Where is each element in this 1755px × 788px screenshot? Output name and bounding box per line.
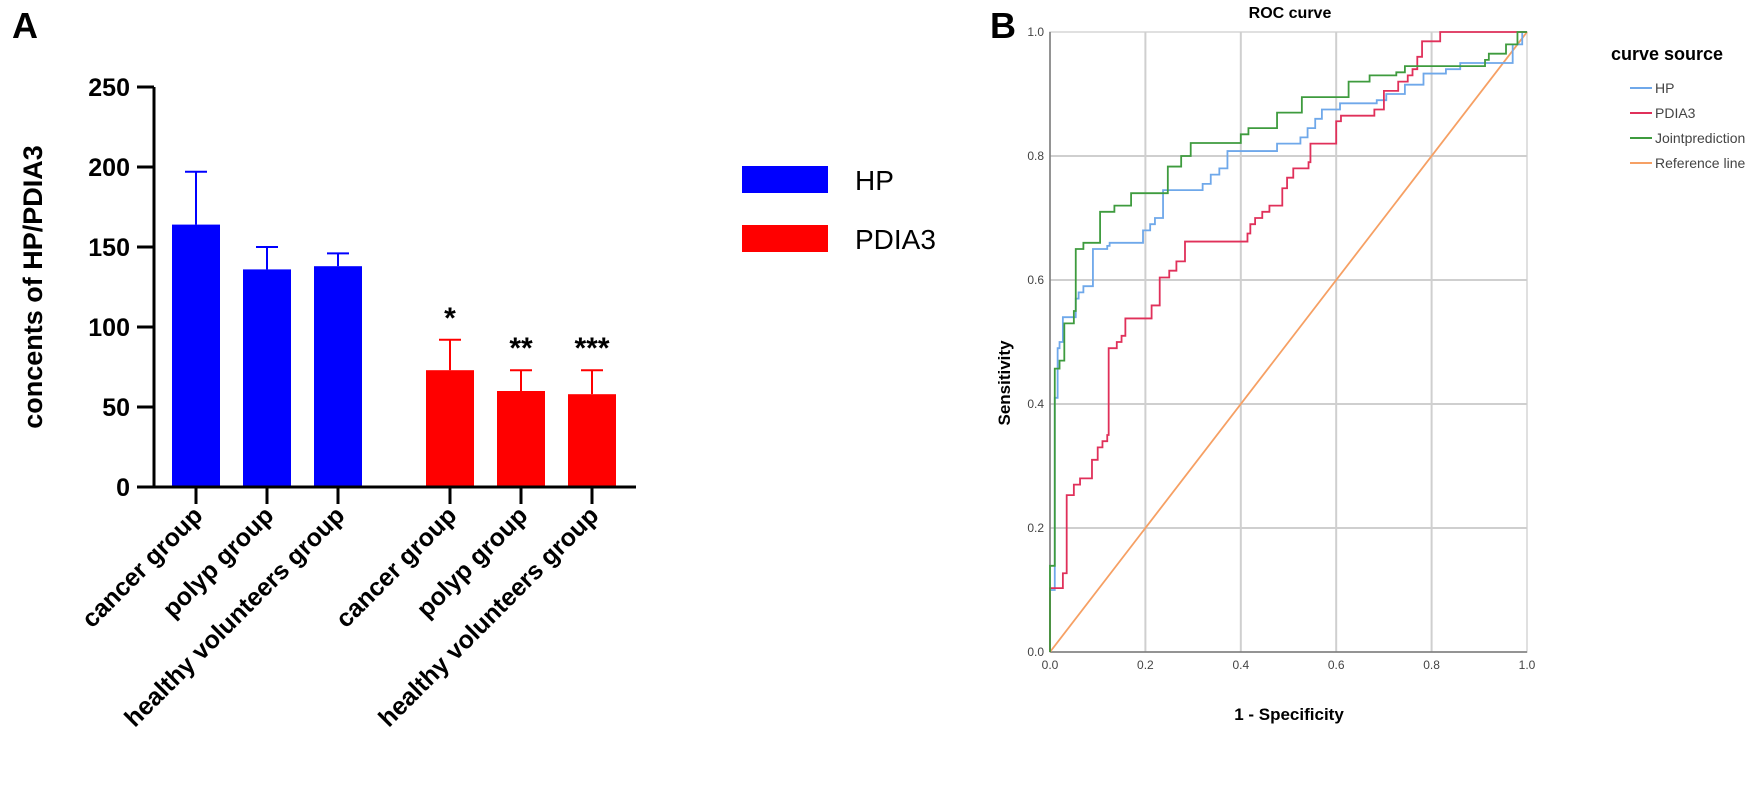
- y-tick-label: 50: [102, 394, 130, 422]
- x-tick-label: cancer group: [330, 501, 462, 633]
- bar-hp: [172, 224, 220, 486]
- panel-label-a: A: [12, 5, 38, 46]
- bar-hp: [314, 266, 362, 486]
- y-tick-label: 0.8: [1027, 149, 1044, 163]
- legend-label: Reference line: [1655, 155, 1745, 171]
- chart-title: ROC curve: [1249, 5, 1332, 22]
- significance-marker: ***: [574, 332, 609, 365]
- x-tick-label: cancer group: [76, 501, 208, 633]
- x-tick-label: 0.4: [1232, 658, 1249, 672]
- roc-line-reference-line: [1049, 31, 1528, 653]
- plot-area: 0.0 0.2 0.4 0.6 0.8 1.0 0.0 0.2 0.4 0.6 0.8 1.0: [1027, 25, 1535, 672]
- legend-label-hp: HP: [855, 165, 894, 196]
- y-tick-label: 150: [88, 234, 130, 262]
- significance-marker: *: [444, 302, 456, 335]
- significance-marker: **: [509, 332, 533, 365]
- bar-hp: [243, 269, 291, 486]
- y-tick-label: 0.0: [1027, 645, 1044, 659]
- y-tick-label: 100: [88, 314, 130, 342]
- y-tick-label: 0.2: [1027, 521, 1044, 535]
- x-tick-label: 0.6: [1328, 658, 1345, 672]
- bar-pdia3: [426, 370, 474, 486]
- legend-swatch-pdia3: [742, 225, 828, 252]
- legend-label: HP: [1655, 80, 1674, 96]
- y-tick-label: 0.4: [1027, 397, 1044, 411]
- y-tick-label: 200: [88, 154, 130, 182]
- y-tick-label: 0: [116, 474, 130, 502]
- bar-pdia3: [497, 391, 545, 486]
- x-tick-label: 0.8: [1423, 658, 1440, 672]
- y-axis-label: Sensitivity: [995, 340, 1014, 426]
- x-tick-label: 0.0: [1042, 658, 1059, 672]
- bar-pdia3: [568, 394, 616, 486]
- legend-label: PDIA3: [1655, 105, 1696, 121]
- y-axis-label: concents of HP/PDIA3: [18, 145, 48, 429]
- legend-label: Jointprediction: [1655, 130, 1745, 146]
- x-axis-label: 1 - Specificity: [1234, 705, 1344, 724]
- y-tick-label: 250: [88, 74, 130, 102]
- roc-line-pdia3: [1049, 31, 1527, 652]
- x-tick-label: 1.0: [1519, 658, 1536, 672]
- legend: HP PDIA3: [742, 165, 936, 255]
- roc-line-jointprediction: [1049, 31, 1527, 652]
- legend-label-pdia3: PDIA3: [855, 224, 936, 255]
- y-tick-label: 0.6: [1027, 273, 1044, 287]
- legend-swatch-hp: [742, 166, 828, 193]
- x-tick-label: 0.2: [1137, 658, 1154, 672]
- bar-chart-panel: A concents of HP/PDIA3 0 50 100 150 200 250 ca…: [12, 5, 936, 732]
- roc-chart-panel: B ROC curve Sensitivity 1 - Specificity …: [990, 5, 1745, 724]
- legend: curve source HP PDIA3 Jointprediction Refer…: [1611, 44, 1745, 171]
- legend-title: curve source: [1611, 44, 1723, 64]
- y-tick-label: 1.0: [1027, 25, 1044, 39]
- panel-label-b: B: [990, 5, 1016, 46]
